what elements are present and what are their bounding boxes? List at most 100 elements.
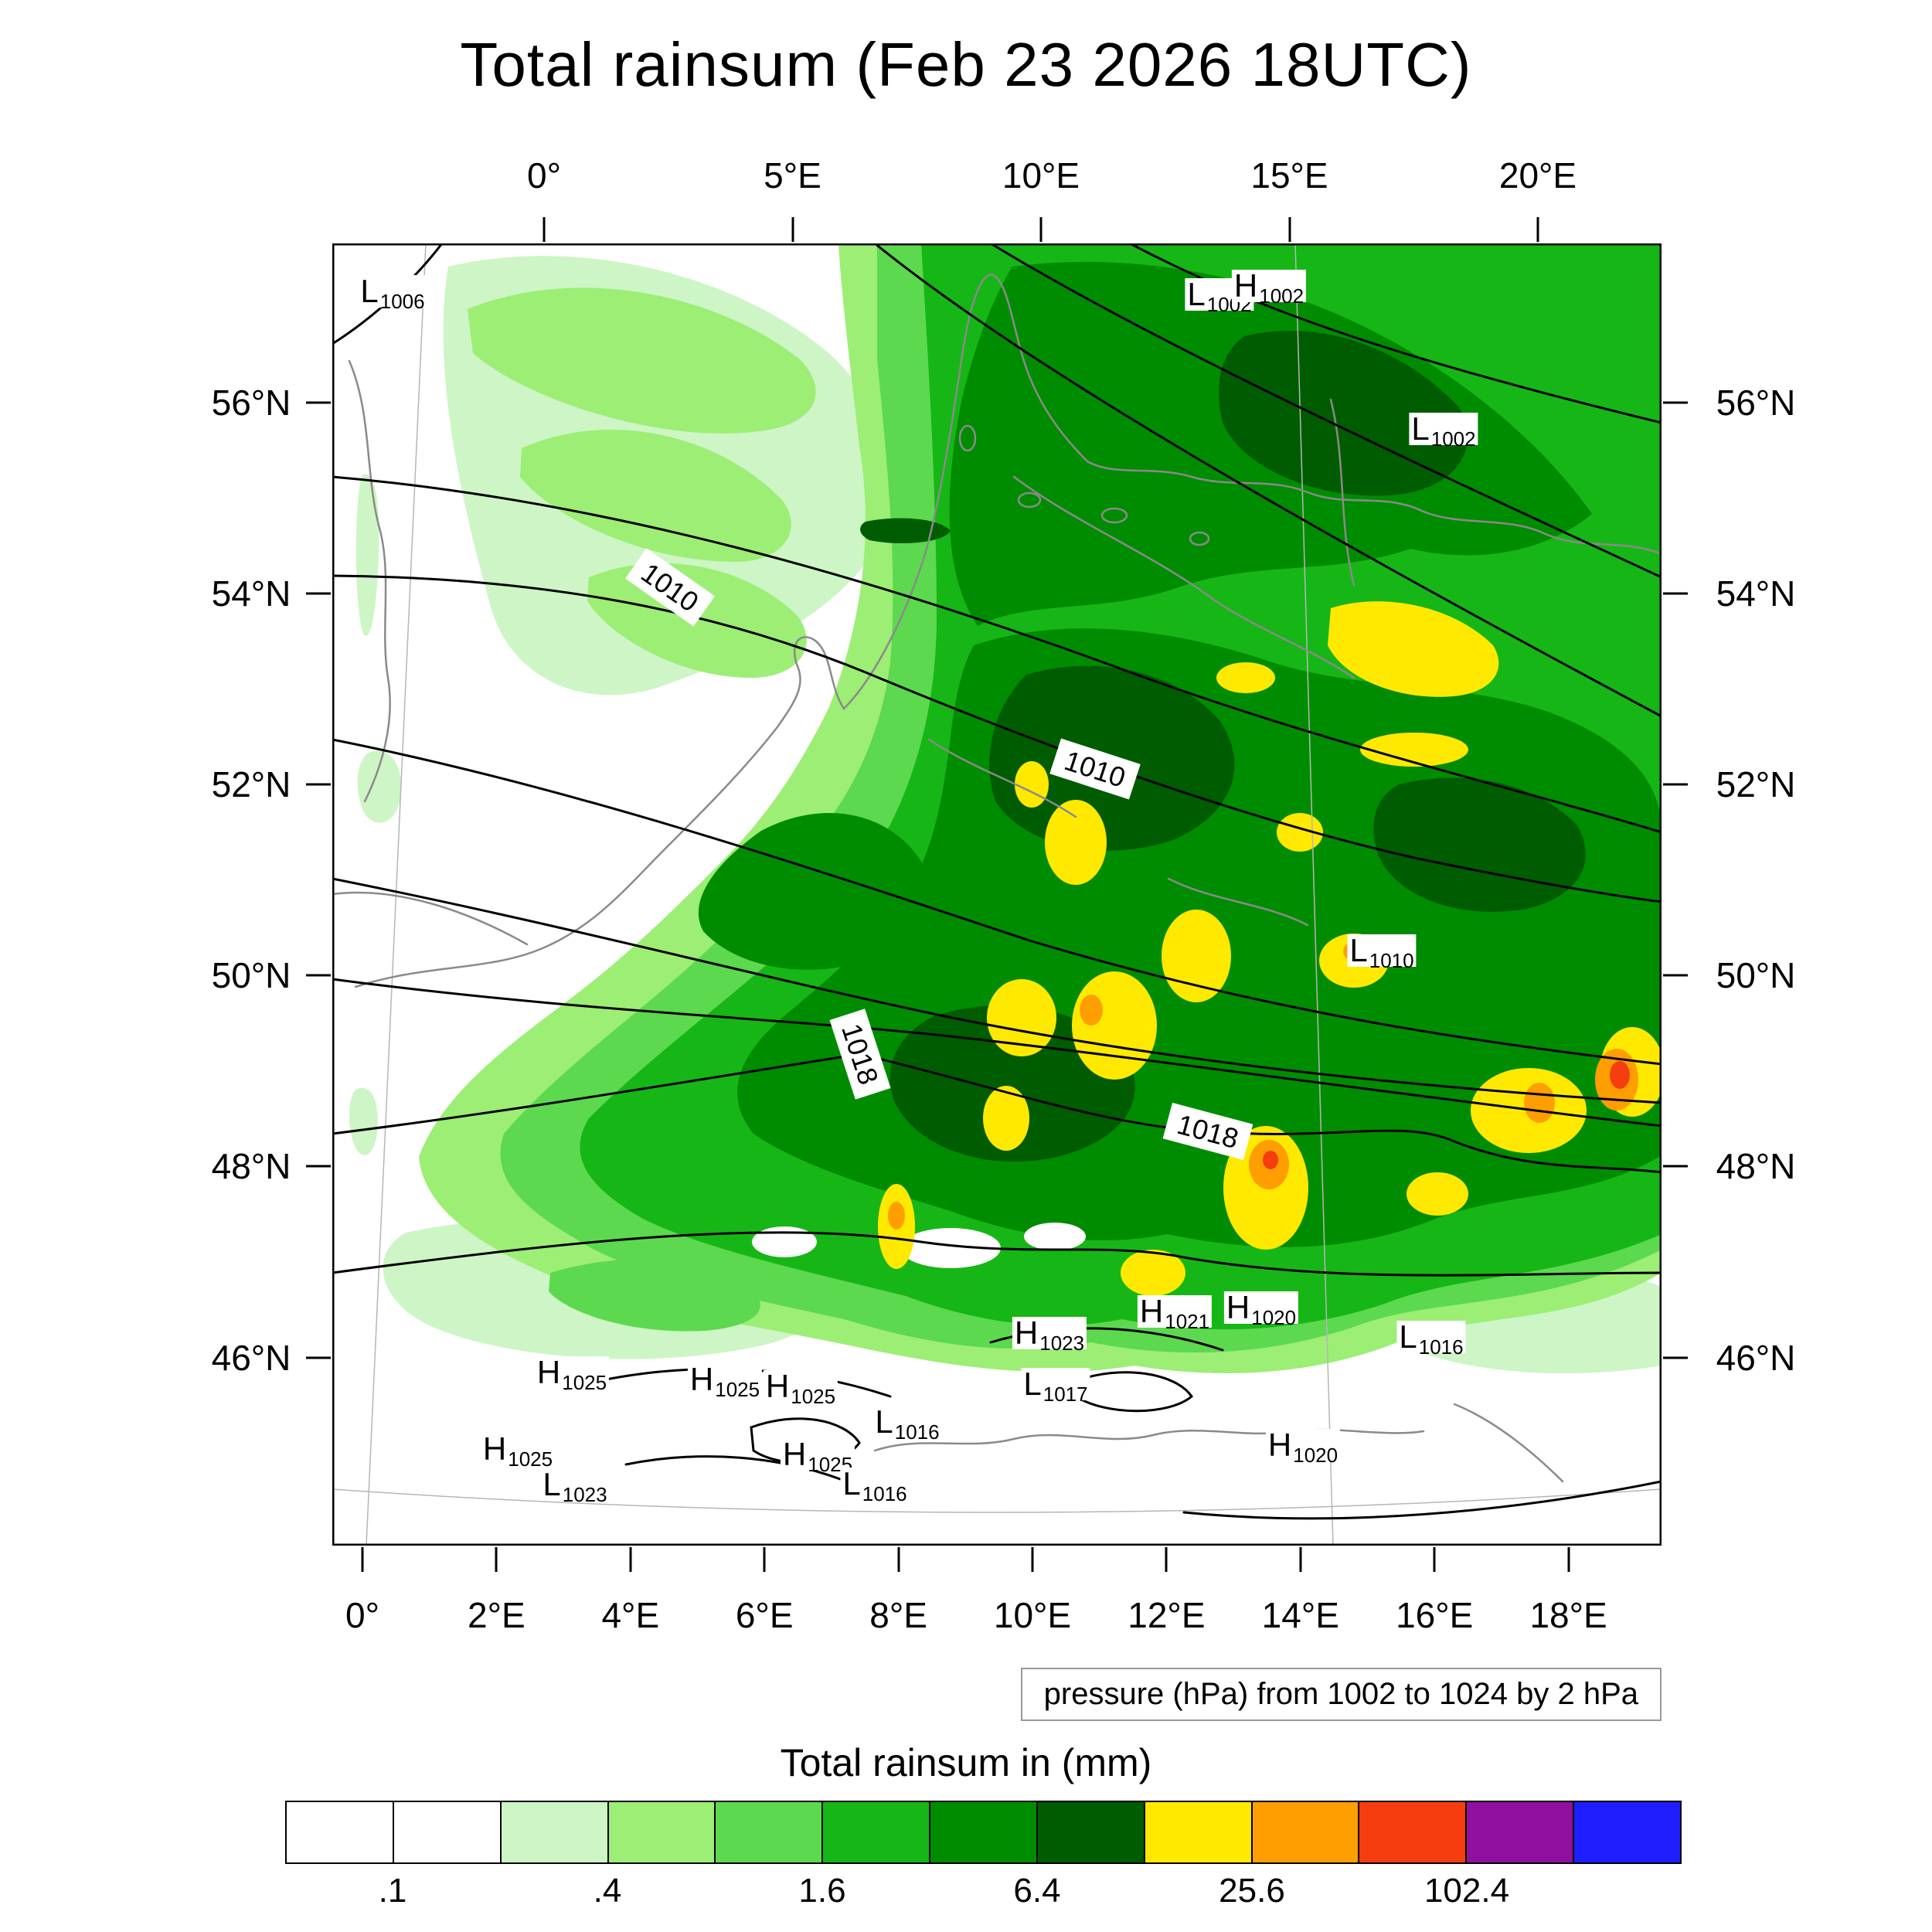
- pressure-center-value: 1023: [1039, 1332, 1085, 1355]
- colorbar-cell: [285, 1801, 394, 1864]
- pressure-center-h-1020: H1020: [1265, 1427, 1341, 1465]
- pressure-center-type: H: [1267, 1427, 1292, 1463]
- pressure-center-type: H: [536, 1354, 561, 1390]
- pressure-center-value: 1020: [1251, 1306, 1297, 1329]
- pressure-center-value: 1020: [1293, 1444, 1338, 1467]
- pressure-center-l-1016: L1016: [872, 1403, 942, 1442]
- pressure-center-value: 1016: [1418, 1335, 1464, 1359]
- axis-tick-bottom: [897, 1547, 900, 1572]
- pressure-center-type: L: [1349, 932, 1368, 968]
- axis-label-top: 5°E: [764, 155, 821, 196]
- axis-tick-bottom: [763, 1547, 766, 1572]
- axis-label-bottom: 8°E: [869, 1595, 927, 1635]
- precip-gaps: [752, 1223, 1086, 1268]
- axis-tick-left: [306, 401, 331, 404]
- axis-label-right: 48°N: [1716, 1146, 1796, 1187]
- pressure-center-value: 1002: [1430, 427, 1476, 451]
- axis-label-right: 56°N: [1716, 383, 1796, 423]
- pressure-center-value: 1002: [1259, 284, 1304, 308]
- axis-label-left: 52°N: [211, 764, 291, 805]
- colorbar-cell: [1250, 1801, 1360, 1864]
- pressure-center-l-1017: L1017: [1021, 1366, 1090, 1404]
- axis-label-left: 54°N: [211, 573, 291, 614]
- axis-tick-left: [306, 1356, 331, 1359]
- pressure-center-h-1025: H1025: [763, 1368, 838, 1408]
- contour-info-caption: pressure (hPa) from 1002 to 1024 by 2 hP…: [1020, 1668, 1662, 1721]
- pressure-center-l-1016: L1016: [1396, 1318, 1466, 1357]
- axis-label-left: 56°N: [211, 383, 291, 423]
- pressure-center-type: H: [1226, 1289, 1250, 1325]
- axis-tick-bottom: [1299, 1547, 1302, 1572]
- axis-label-bottom: 16°E: [1396, 1595, 1474, 1635]
- graticule: [332, 243, 1662, 1546]
- pressure-center-type: L: [1399, 1318, 1417, 1355]
- colorbar-cell: [607, 1801, 716, 1864]
- pressure-center-value: 1025: [715, 1378, 760, 1401]
- pressure-center-h-1025: H1025: [687, 1363, 763, 1400]
- pressure-center-type: L: [875, 1403, 893, 1440]
- pressure-center-type: H: [765, 1368, 790, 1404]
- axis-tick-bottom: [495, 1547, 498, 1572]
- pressure-center-l-1010: L1010: [1347, 932, 1417, 971]
- pressure-center-h-1025: H1025: [480, 1433, 556, 1469]
- colorbar-tick-label: 25.6: [1219, 1872, 1285, 1910]
- colorbar-tick-label: .4: [593, 1872, 622, 1910]
- pressure-center-value: 1025: [562, 1371, 607, 1394]
- pressure-center-type: L: [1187, 276, 1206, 312]
- pressure-center-value: 1025: [791, 1385, 836, 1408]
- axis-tick-top: [791, 217, 794, 242]
- colorbar-tick-label: 6.4: [1013, 1872, 1061, 1910]
- map-border: [332, 243, 1662, 1546]
- axis-label-bottom: 14°E: [1261, 1595, 1339, 1635]
- pressure-center-value: 1016: [862, 1482, 907, 1505]
- axis-label-top: 0°: [527, 155, 561, 196]
- axis-label-bottom: 6°E: [735, 1595, 794, 1635]
- axis-tick-bottom: [1433, 1547, 1436, 1572]
- axis-tick-bottom: [629, 1547, 632, 1572]
- axis-tick-left: [306, 592, 331, 595]
- pressure-center-type: H: [782, 1436, 807, 1472]
- axis-label-left: 48°N: [211, 1146, 291, 1187]
- pressure-center-l-1006: L1006: [358, 273, 427, 313]
- axis-label-bottom: 4°E: [601, 1595, 660, 1635]
- pressure-center-value: 1016: [894, 1420, 940, 1444]
- axis-tick-right: [1663, 1165, 1688, 1168]
- colorbar-tick-label: 102.4: [1423, 1872, 1510, 1910]
- axis-tick-bottom: [1567, 1547, 1570, 1572]
- pressure-center-type: L: [1023, 1366, 1042, 1402]
- axis-tick-top: [1288, 217, 1291, 242]
- axis-tick-left: [306, 783, 331, 786]
- page-title: Total rainsum (Feb 23 2026 18UTC): [460, 30, 1472, 99]
- axis-label-bottom: 2°E: [468, 1595, 526, 1635]
- colorbar-cell: [714, 1801, 824, 1864]
- axis-label-top: 20°E: [1498, 155, 1577, 196]
- pressure-center-value: 1017: [1043, 1383, 1088, 1406]
- colorbar-cell: [1573, 1801, 1682, 1864]
- axis-tick-right: [1663, 401, 1688, 404]
- pressure-center-l-1016: L1016: [840, 1465, 910, 1504]
- contour-label: 1018: [829, 1009, 891, 1100]
- pressure-center-value: 1010: [1369, 949, 1414, 972]
- pressure-center-type: H: [1139, 1293, 1164, 1329]
- colorbar-cell: [392, 1801, 502, 1864]
- axis-label-bottom: 18°E: [1529, 1595, 1607, 1635]
- pressure-center-h-1002: H1002: [1231, 270, 1307, 306]
- precip-layer-red: [1263, 1061, 1630, 1169]
- pressure-center-value: 1023: [562, 1483, 607, 1506]
- axis-tick-right: [1663, 783, 1688, 786]
- pressure-center-type: L: [842, 1465, 861, 1502]
- map-frame: 1010 1010 1018 1018 L1006 L1002 H1002 L1002 L10…: [332, 243, 1662, 1546]
- pressure-center-type: L: [360, 273, 379, 309]
- pressure-center-value: 1006: [379, 290, 425, 313]
- axis-label-right: 54°N: [1716, 573, 1796, 614]
- axis-label-left: 50°N: [211, 955, 291, 996]
- pressure-center-h-1023: H1023: [1012, 1317, 1087, 1353]
- colorbar-cell: [1465, 1801, 1575, 1864]
- axis-label-left: 46°N: [211, 1337, 291, 1378]
- axis-tick-top: [543, 217, 546, 242]
- pressure-center-type: L: [543, 1466, 561, 1502]
- colorbar-cell: [1358, 1801, 1468, 1864]
- axis-tick-top: [1536, 217, 1539, 242]
